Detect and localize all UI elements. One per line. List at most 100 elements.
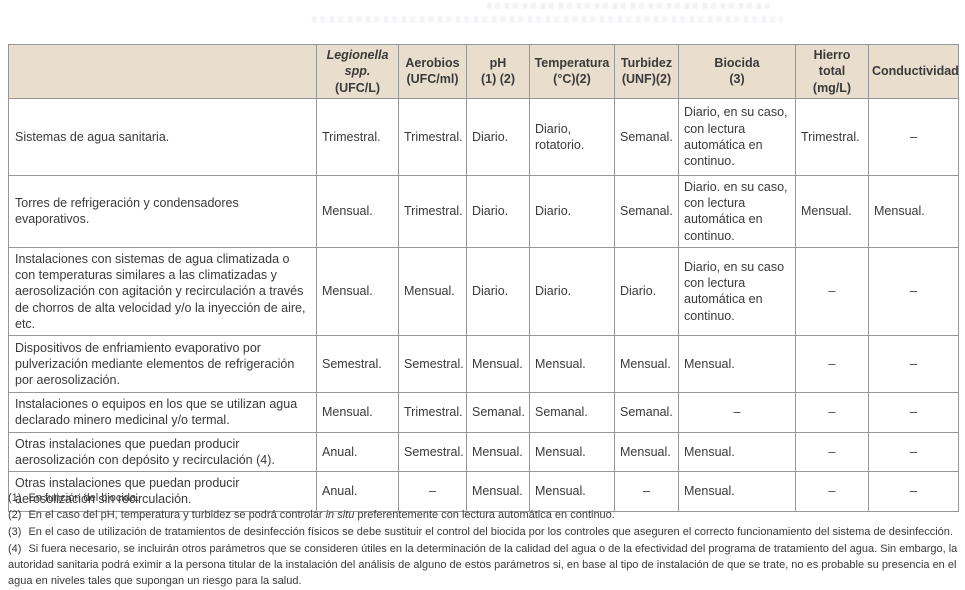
column-header-temperatura: Temperatura (°C)(2) — [529, 44, 615, 99]
cell-biocida: Mensual. — [678, 335, 796, 393]
cell-temperatura: Diario. — [529, 174, 615, 248]
cell-conductividad: – — [868, 471, 959, 512]
cell-turbidez: Semanal. — [614, 97, 679, 176]
cell-turbidez: Semanal. — [614, 174, 679, 248]
footnote-2: (2) En el caso del pH, temperatura y turb… — [8, 507, 960, 523]
footnote-text: Si fuera necesario, se incluirán otros p… — [8, 543, 958, 587]
column-header-conductividad: Conductividad — [868, 44, 959, 99]
cell-legionella: Semestral. — [316, 335, 399, 393]
cell-hierro-total: – — [795, 392, 869, 433]
cell-ph: Diario. — [466, 97, 530, 176]
cell-biocida: Diario, en su caso con lectura automátic… — [678, 246, 796, 337]
column-header-ph: pH (1) (2) — [466, 44, 530, 99]
column-header-installation-type — [8, 44, 317, 99]
cell-conductividad: Mensual. — [868, 174, 959, 248]
table-row: Dispositivos de enfriamiento evaporativo… — [8, 335, 959, 393]
cell-temperatura: Diario, rotatorio. — [529, 97, 615, 176]
cell-hierro-total: – — [795, 335, 869, 393]
cell-hierro-total: – — [795, 431, 869, 472]
cell-aerobios: Semestral. — [398, 335, 467, 393]
footnote-text: En el caso del pH, temperatura y turbide… — [28, 509, 326, 521]
footnote-1: (1) En función del biocida. — [8, 490, 960, 506]
cell-temperatura: Mensual. — [529, 335, 615, 393]
row-label: Dispositivos de enfriamiento evaporativo… — [8, 335, 317, 393]
cell-turbidez: – — [614, 471, 679, 512]
cell-conductividad: – — [868, 335, 959, 393]
column-header-biocida: Biocida (3) — [678, 44, 796, 99]
cell-legionella: Mensual. — [316, 174, 399, 248]
row-label: Instalaciones con sistemas de agua clima… — [8, 246, 317, 337]
table-row: Torres de refrigeración y condensadores … — [8, 174, 959, 248]
cell-biocida: Diario. en su caso, con lectura automáti… — [678, 174, 796, 248]
row-label: Otras instalaciones que puedan producir … — [8, 471, 317, 512]
cell-aerobios: – — [398, 471, 467, 512]
cell-biocida: Diario, en su caso, con lectura automáti… — [678, 97, 796, 176]
footnote-3: (3) En el caso de utilización de tratamie… — [8, 524, 960, 540]
cell-temperatura: Diario. — [529, 246, 615, 337]
footnote-marker: (1) — [8, 492, 22, 504]
cell-conductividad: – — [868, 97, 959, 176]
cell-legionella: Mensual. — [316, 246, 399, 337]
footnote-marker: (2) — [8, 509, 22, 521]
cell-legionella: Anual. — [316, 431, 399, 472]
cell-temperatura: Mensual. — [529, 471, 615, 512]
cell-conductividad: – — [868, 392, 959, 433]
cell-ph: Mensual. — [466, 471, 530, 512]
cell-ph: Diario. — [466, 246, 530, 337]
cell-aerobios: Trimestral. — [398, 392, 467, 433]
footnotes: (1) En función del biocida. (2) En el caso … — [8, 490, 960, 590]
cell-hierro-total: Trimestral. — [795, 97, 869, 176]
cell-conductividad: – — [868, 246, 959, 337]
table-row: Instalaciones con sistemas de agua clima… — [8, 246, 959, 337]
row-label: Torres de refrigeración y condensadores … — [8, 174, 317, 248]
cell-aerobios: Trimestral. — [398, 97, 467, 176]
cell-biocida: – — [678, 392, 796, 433]
cell-turbidez: Diario. — [614, 246, 679, 337]
cell-conductividad: – — [868, 431, 959, 472]
table-header-row: Legionella spp. (UFC/L) Aerobios (UFC/ml) pH(… — [8, 44, 959, 99]
footnote-text: En función del biocida. — [28, 492, 140, 504]
table-row: Otras instalaciones que puedan producir … — [8, 471, 959, 512]
cell-hierro-total: – — [795, 246, 869, 337]
cell-hierro-total: – — [795, 471, 869, 512]
cell-turbidez: Semanal. — [614, 392, 679, 433]
footnote-marker: (3) — [8, 526, 22, 538]
cell-turbidez: Mensual. — [614, 431, 679, 472]
cell-ph: Mensual. — [466, 335, 530, 393]
cell-aerobios: Trimestral. — [398, 174, 467, 248]
row-label: Otras instalaciones que puedan producir … — [8, 431, 317, 472]
column-header-legionella: Legionella spp. (UFC/L) — [316, 44, 399, 99]
cell-temperatura: Mensual. — [529, 431, 615, 472]
table-body: Sistemas de agua sanitaria. Trimestral. Tr… — [8, 97, 959, 512]
footnote-text: preferentemente con lectura automática e… — [354, 509, 615, 521]
cell-biocida: Mensual. — [678, 471, 796, 512]
column-header-turbidez: Turbidez (UNF)(2) — [614, 44, 679, 99]
faint-text-line — [312, 16, 782, 23]
table-row: Sistemas de agua sanitaria. Trimestral. Tr… — [8, 97, 959, 176]
table-row: Otras instalaciones que puedan producir … — [8, 431, 959, 472]
cell-hierro-total: Mensual. — [795, 174, 869, 248]
column-header-hierro-total: Hierro total (mg/L) — [795, 44, 869, 99]
cell-aerobios: Semestral. — [398, 431, 467, 472]
cell-ph: Diario. — [466, 174, 530, 248]
cell-turbidez: Mensual. — [614, 335, 679, 393]
footnote-marker: (4) — [8, 543, 22, 555]
cell-legionella: Trimestral. — [316, 97, 399, 176]
cell-legionella: Anual. — [316, 471, 399, 512]
row-label: Instalaciones o equipos en los que se ut… — [8, 392, 317, 433]
row-label: Sistemas de agua sanitaria. — [8, 97, 317, 176]
cell-biocida: Mensual. — [678, 431, 796, 472]
column-header-aerobios: Aerobios (UFC/ml) — [398, 44, 467, 99]
monitoring-frequency-table: Legionella spp. (UFC/L) Aerobios (UFC/ml) pH(… — [8, 44, 959, 512]
footnote-4: (4) Si fuera necesario, se incluirán otro… — [8, 541, 960, 589]
cell-legionella: Mensual. — [316, 392, 399, 433]
cell-ph: Mensual. — [466, 431, 530, 472]
cell-temperatura: Semanal. — [529, 392, 615, 433]
cell-ph: Semanal. — [466, 392, 530, 433]
faint-text-line — [487, 3, 770, 9]
footnote-text: in situ — [325, 509, 355, 521]
cell-aerobios: Mensual. — [398, 246, 467, 337]
footnote-text: En el caso de utilización de tratamiento… — [28, 526, 953, 538]
table-row: Instalaciones o equipos en los que se ut… — [8, 392, 959, 433]
